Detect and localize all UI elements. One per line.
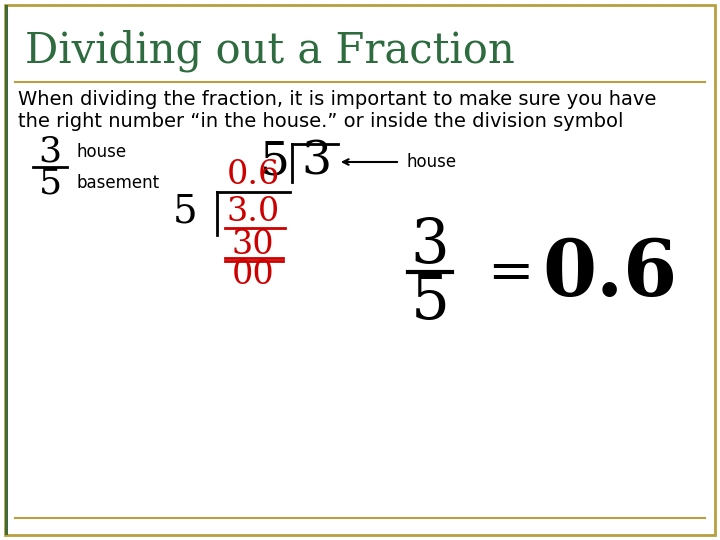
Text: 5: 5 xyxy=(38,166,62,200)
Text: 3: 3 xyxy=(301,139,331,185)
Text: 5: 5 xyxy=(410,272,449,332)
Text: 3: 3 xyxy=(410,215,449,275)
Text: the right number “in the house.” or inside the division symbol: the right number “in the house.” or insi… xyxy=(18,112,624,131)
Text: house: house xyxy=(76,143,126,161)
Text: house: house xyxy=(406,153,456,171)
Text: 3.0: 3.0 xyxy=(226,196,279,228)
Text: 30: 30 xyxy=(232,229,274,261)
Text: 0.6: 0.6 xyxy=(542,236,678,312)
Text: 5: 5 xyxy=(172,193,197,231)
Text: Dividing out a Fraction: Dividing out a Fraction xyxy=(25,30,515,72)
Bar xyxy=(5,5,8,535)
Text: 00: 00 xyxy=(232,259,274,291)
Text: When dividing the fraction, it is important to make sure you have: When dividing the fraction, it is import… xyxy=(18,90,657,109)
Text: 3: 3 xyxy=(38,135,62,169)
Text: 5: 5 xyxy=(260,139,290,185)
Text: 0.6: 0.6 xyxy=(226,159,279,191)
Text: =: = xyxy=(487,247,534,301)
Text: basement: basement xyxy=(76,174,159,192)
